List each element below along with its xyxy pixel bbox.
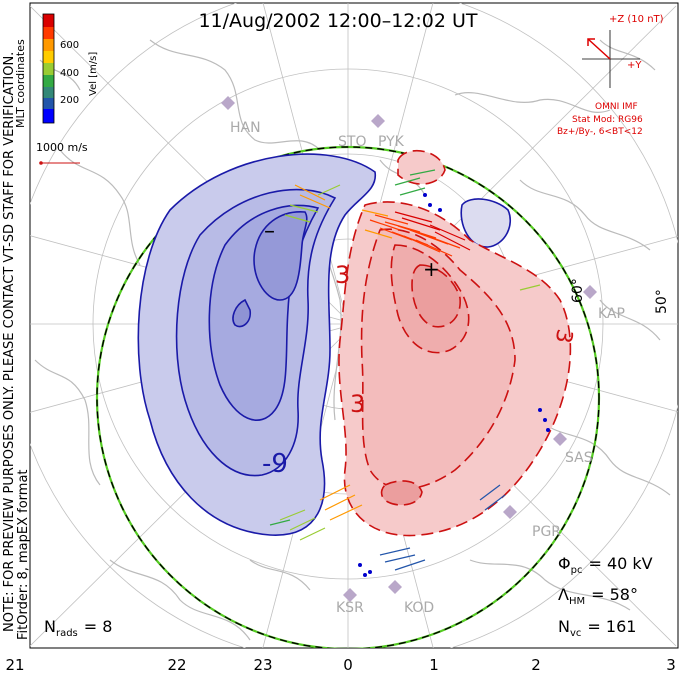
hm-boundary [96, 146, 600, 648]
colorbar-label: Vel [m/s] [88, 52, 99, 96]
mlt-label-21: 21 [5, 656, 24, 674]
station-label-kod: KOD [404, 600, 434, 616]
fit-order-label: FitOrder: 8, mapEX format [16, 469, 31, 640]
station-marker-kap [583, 285, 597, 299]
negative-convection-cell [137, 153, 512, 536]
contour-label-min: – [264, 219, 275, 244]
mlt-axis: 21 22 23 0 1 2 3 [5, 656, 675, 674]
lambda-hm-stat: ΛHM = 58° [558, 585, 638, 607]
contour-label-pos-c: 3 [550, 327, 577, 345]
velocity-colorbar: 600 400 200 Vel [m/s] [42, 13, 99, 124]
map-title: 11/Aug/2002 12:00–12:02 UT [198, 10, 477, 32]
contour-label-pos-a: 3 [335, 261, 350, 289]
coastlines [34, 39, 671, 641]
station-marker-sas [553, 432, 567, 446]
velocity-scale-label: 1000 m/s [36, 141, 88, 154]
station-marker-sto [371, 114, 385, 128]
station-label-ksr: KSR [336, 600, 364, 616]
mlt-label-22: 22 [167, 656, 186, 674]
velocity-vectors [269, 169, 550, 577]
positive-convection-cell [338, 149, 572, 537]
imf-stat-mod: Stat Mod: RG96 [572, 115, 643, 125]
colorbar-tick-600: 600 [60, 40, 79, 51]
mlt-label-23: 23 [253, 656, 272, 674]
station-label-sto: STO [338, 134, 366, 150]
station-marker-kod [388, 580, 402, 594]
nrads-stat: Nrads = 8 [44, 617, 112, 639]
phi-pc-stat: Φpc = 40 kV [558, 554, 653, 576]
station-marker-ksr [343, 588, 357, 602]
nvc-stat: Nvc = 161 [558, 617, 636, 639]
colorbar-tick-400: 400 [60, 68, 79, 79]
imf-source: OMNI IMF [595, 102, 638, 112]
contour-label-pos-b: 3 [350, 390, 365, 418]
colorbar-tick-200: 200 [60, 95, 79, 106]
mlt-label-2: 2 [531, 656, 541, 674]
map-statistics: Φpc = 40 kV ΛHM = 58° Nvc = 161 Nrads = 8 [44, 554, 653, 639]
coordinate-system-label: MLT coordinates [14, 39, 27, 128]
imf-y-label: +Y [627, 60, 642, 71]
mlt-label-1: 1 [429, 656, 439, 674]
station-label-pyk: PYK [378, 134, 405, 150]
station-marker-pgr [503, 505, 517, 519]
preview-watermark: NOTE: FOR PREVIEW PURPOSES ONLY. PLEASE … [2, 52, 17, 632]
station-markers [221, 96, 597, 602]
mlt-label-0: 0 [343, 656, 353, 674]
station-label-pgr: PGR [532, 524, 561, 540]
imf-indicator: +Z (10 nT) +Y OMNI IMF Stat Mod: RG96 Bz… [557, 14, 664, 137]
station-marker-han [221, 96, 235, 110]
velocity-scale-dot [39, 161, 43, 165]
station-label-sas: SAS [565, 450, 593, 466]
imf-condition: Bz+/By-, 6<BT<12 [557, 127, 643, 137]
lat-label-60: 60° [570, 278, 586, 303]
imf-z-label: +Z (10 nT) [609, 14, 664, 25]
station-label-han: HAN [230, 120, 261, 136]
lat-label-50: 50° [654, 289, 670, 314]
station-label-kap: KAP [598, 306, 625, 322]
contour-label-max: + [423, 257, 440, 281]
imf-vector [587, 38, 611, 60]
mlt-label-3: 3 [666, 656, 676, 674]
contour-label-neg-9: -9 [262, 449, 288, 479]
